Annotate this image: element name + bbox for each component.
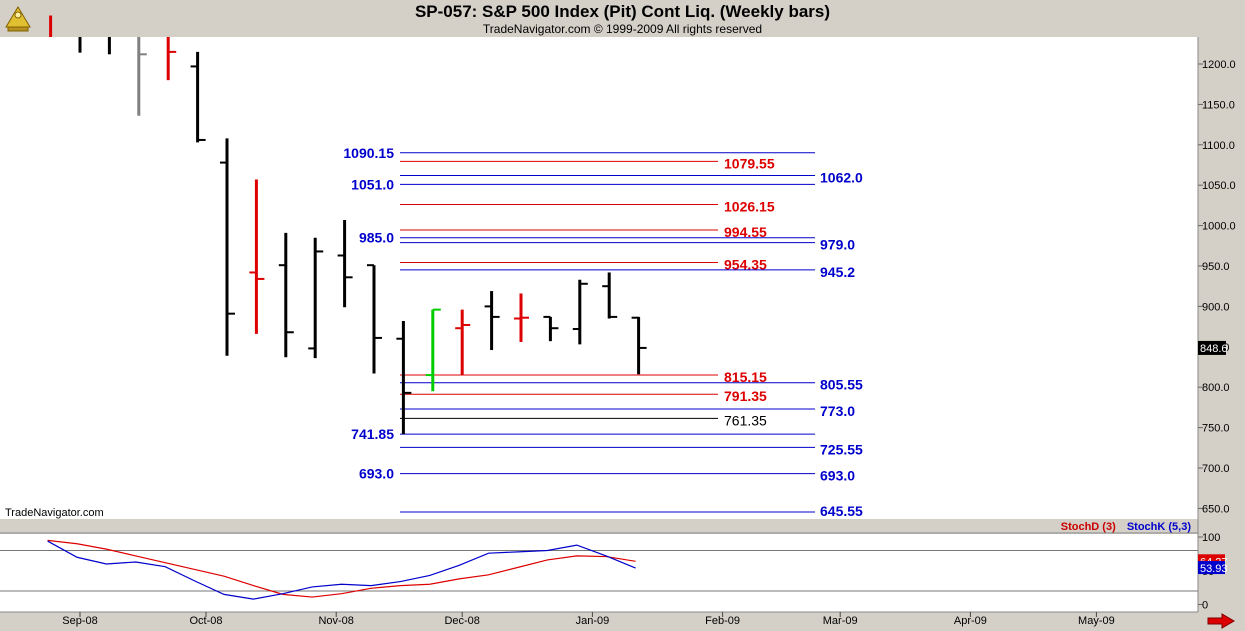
level-label: 761.35 <box>724 412 767 428</box>
level-label: 994.55 <box>724 224 767 240</box>
price-tick-label: 1150.0 <box>1202 99 1235 111</box>
stoch-panel-background <box>0 534 1198 612</box>
level-label: 945.2 <box>820 264 855 280</box>
level-label: 1051.0 <box>351 176 394 192</box>
price-tick-label: 1200.0 <box>1202 59 1236 71</box>
level-label: 693.0 <box>820 468 855 484</box>
last-price-box <box>1198 340 1226 355</box>
stochd-line <box>47 539 636 598</box>
price-bars <box>49 15 647 435</box>
stoch-value-box <box>1198 561 1225 575</box>
stochastic-panel: 10050064.2753.93 <box>0 532 1228 612</box>
copyright-text: TradeNavigator.com © 1999-2009 All right… <box>482 22 763 36</box>
chart-header: SP-057: S&P 500 Index (Pit) Cont Liq. (W… <box>0 0 1245 37</box>
level-label: 791.35 <box>724 388 767 404</box>
level-label: 979.0 <box>820 237 855 253</box>
level-label: 1062.0 <box>820 170 863 186</box>
last-price-marker: 848.6 <box>1198 340 1228 355</box>
chart-title: SP-057: S&P 500 Index (Pit) Cont Liq. (W… <box>414 2 831 21</box>
price-tick-label: 700.0 <box>1202 463 1230 475</box>
level-label: 985.0 <box>359 230 394 246</box>
price-axis: 1200.0 1150.0 1100.0 1050.0 1000.0 950.0 900.0… <box>1198 59 1236 515</box>
price-tick-label: 650.0 <box>1202 503 1230 515</box>
level-label: 815.15 <box>724 369 767 385</box>
price-tick-label: 950.0 <box>1202 261 1230 273</box>
date-tick-label: Dec-08 <box>444 615 479 627</box>
stochk-legend-label: StochK (5,3) <box>1126 521 1191 533</box>
price-tick-label: 750.0 <box>1202 423 1230 435</box>
level-label: 645.55 <box>820 503 863 519</box>
date-tick-label: Apr-09 <box>954 615 987 627</box>
level-label: 725.55 <box>820 441 863 457</box>
date-tick-label: Feb-09 <box>705 615 740 627</box>
date-tick-label: Jan-09 <box>576 615 610 627</box>
watermark-text: TradeNavigator.com <box>5 507 104 519</box>
stochd-legend-label: StochD (3) <box>1060 521 1116 533</box>
scroll-right-arrow-icon[interactable] <box>1206 613 1236 629</box>
price-tick-label: 900.0 <box>1202 301 1230 313</box>
fib-levels: 1090.15 1079.55 1062.0 1051.0 1026.15 994.55 9… <box>343 145 863 519</box>
level-label: 693.0 <box>359 466 394 482</box>
price-tick-label: 1000.0 <box>1202 221 1236 233</box>
stoch-tick-label: 100 <box>1202 532 1220 544</box>
level-label: 1079.55 <box>724 155 775 171</box>
date-tick-label: Sep-08 <box>62 615 97 627</box>
price-tick-label: 800.0 <box>1202 382 1230 394</box>
date-tick-label: May-09 <box>1078 615 1115 627</box>
date-tick-label: Mar-09 <box>823 615 858 627</box>
stoch-tick-label: 0 <box>1202 600 1208 612</box>
date-axis: Sep-08 Oct-08 Nov-08 Dec-08 Jan-09 Feb-09 Mar-… <box>0 611 1198 631</box>
price-panel-background <box>0 37 1198 519</box>
stoch-legend: StochD (3) StochK (5,3) <box>1061 521 1191 533</box>
date-tick-label: Nov-08 <box>318 615 353 627</box>
level-label: 1090.15 <box>343 145 394 161</box>
date-tick-label: Oct-08 <box>189 615 222 627</box>
level-label: 805.55 <box>820 377 863 393</box>
price-tick-label: 1100.0 <box>1202 140 1235 152</box>
level-label: 1026.15 <box>724 198 775 214</box>
price-tick-label: 1050.0 <box>1202 180 1236 192</box>
stoch-value-label: 53.93 <box>1200 563 1228 575</box>
last-price-label: 848.6 <box>1200 343 1228 355</box>
level-label: 741.85 <box>351 426 394 442</box>
level-label: 773.0 <box>820 403 855 419</box>
trade-navigator-logo-icon[interactable] <box>4 5 32 33</box>
stochk-line <box>47 540 636 600</box>
level-label: 954.35 <box>724 256 767 272</box>
date-axis-background <box>0 612 1198 631</box>
